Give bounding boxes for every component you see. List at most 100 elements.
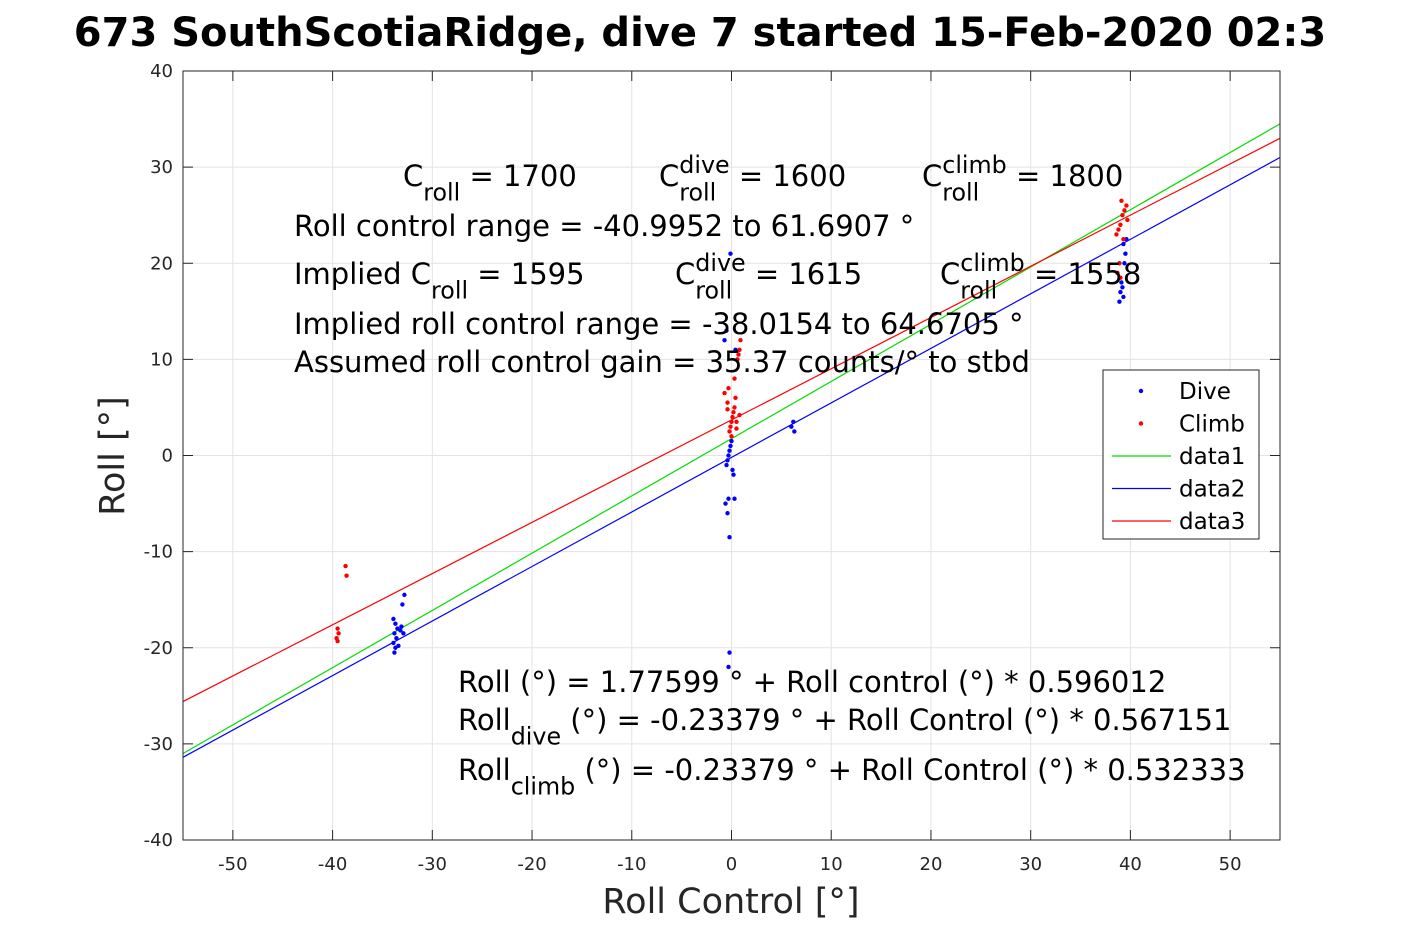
x-tick-label: -50 bbox=[218, 854, 247, 875]
dive-point bbox=[728, 443, 733, 449]
legend: Dive Climb data1 data2 data3 bbox=[1102, 369, 1260, 540]
climb-point bbox=[1119, 198, 1124, 203]
tick-labels: -50 -40 -30 -20 -10 0 10 20 30 40 50 -40 -30 -20 -10 0 1… bbox=[144, 61, 1280, 875]
x-tick-label: 50 bbox=[1219, 854, 1242, 875]
legend-marker bbox=[1138, 388, 1144, 394]
x-tick-label: -20 bbox=[517, 854, 546, 875]
dive-point bbox=[729, 438, 734, 444]
y-tick-label: 20 bbox=[150, 253, 173, 274]
climb-point bbox=[1125, 217, 1130, 223]
dive-point bbox=[396, 643, 401, 649]
dive-point bbox=[727, 448, 732, 453]
y-tick-label: 0 bbox=[162, 446, 173, 467]
y-tick-label: -40 bbox=[144, 830, 173, 851]
x-tick-label: 0 bbox=[726, 854, 737, 875]
y-tick-label: 40 bbox=[150, 61, 173, 82]
climb-point bbox=[722, 390, 727, 396]
climb-point bbox=[1118, 275, 1123, 280]
roll-control-range: Roll control range = -40.9952 to 61.6907… bbox=[294, 209, 914, 243]
legend-label: data3 bbox=[1179, 509, 1245, 535]
dive-point bbox=[727, 650, 732, 655]
roll-control-gain: Assumed roll control gain = 35.37 counts… bbox=[294, 345, 1030, 379]
dive-point bbox=[726, 496, 731, 501]
x-tick-label: 20 bbox=[920, 854, 943, 875]
y-tick-label: -10 bbox=[144, 542, 173, 563]
climb-point bbox=[1116, 227, 1121, 232]
dive-point bbox=[400, 602, 405, 607]
dive-point bbox=[733, 347, 738, 352]
climb-point bbox=[335, 638, 340, 644]
implied-roll-control-range: Implied roll control range = -38.0154 to… bbox=[294, 307, 1024, 341]
climb-point bbox=[1121, 237, 1126, 242]
data1-line bbox=[182, 123, 1281, 755]
dive-point bbox=[399, 624, 404, 629]
climb-point bbox=[737, 347, 742, 352]
climb-point bbox=[725, 407, 730, 412]
climb-point bbox=[727, 429, 732, 434]
dive-point bbox=[732, 496, 737, 501]
climb-point bbox=[733, 395, 738, 401]
climb-point bbox=[732, 405, 737, 410]
implied-c-roll-annotation: Cdive roll = 1615 bbox=[675, 249, 862, 305]
dive-point bbox=[728, 251, 733, 256]
climb-point bbox=[734, 426, 739, 431]
dive-point bbox=[791, 419, 796, 425]
fit-equation: Rolldive (°) = -0.23379 ° + Roll Control… bbox=[458, 703, 1231, 751]
climb-point bbox=[735, 357, 740, 362]
dive-point bbox=[722, 337, 727, 343]
x-tick-label: -30 bbox=[418, 854, 447, 875]
dive-point bbox=[726, 664, 731, 670]
dive-point bbox=[723, 501, 728, 506]
dive-point bbox=[393, 621, 398, 626]
dive-point bbox=[1119, 280, 1124, 285]
y-tick-label: 30 bbox=[150, 157, 173, 178]
dive-point bbox=[398, 628, 403, 633]
fit-equation: Roll (°) = 1.77599 ° + Roll control (°) … bbox=[458, 665, 1166, 699]
dive-point bbox=[1117, 299, 1122, 304]
dive-point bbox=[725, 510, 730, 516]
x-tick-label: 30 bbox=[1019, 854, 1042, 875]
dive-point bbox=[730, 467, 735, 473]
dive-point bbox=[392, 631, 397, 636]
legend-label: data2 bbox=[1179, 477, 1245, 503]
climb-point bbox=[736, 352, 741, 357]
climb-point bbox=[1122, 208, 1127, 213]
climb-point bbox=[729, 434, 734, 439]
climb-point bbox=[726, 386, 731, 391]
climb-point bbox=[1118, 222, 1123, 227]
dive-point bbox=[792, 429, 797, 434]
dive-point bbox=[1122, 261, 1127, 266]
climb-point bbox=[732, 376, 737, 381]
climb-point bbox=[1117, 261, 1122, 266]
dive-point bbox=[724, 328, 729, 333]
dive-point bbox=[391, 640, 396, 646]
dive-point bbox=[392, 650, 397, 655]
c-roll-annotation: Croll = 1700 bbox=[403, 159, 577, 207]
x-tick-label: 10 bbox=[820, 854, 843, 875]
dive-point bbox=[789, 424, 794, 429]
series-layer bbox=[182, 123, 1281, 758]
chart-title: 673 SouthScotiaRidge, dive 7 started 15-… bbox=[74, 10, 1326, 56]
dive-point bbox=[727, 535, 732, 540]
dive-point bbox=[1120, 285, 1125, 290]
climb-point bbox=[728, 424, 733, 429]
dive-point bbox=[1121, 294, 1126, 300]
climb-point bbox=[1120, 212, 1125, 218]
dive-point bbox=[391, 616, 396, 622]
dive-point bbox=[402, 592, 407, 598]
climb-point bbox=[1124, 203, 1129, 208]
dive-point bbox=[1123, 251, 1128, 256]
legend-label: Climb bbox=[1179, 412, 1245, 438]
climb-point bbox=[1114, 232, 1119, 237]
climb-point bbox=[730, 414, 735, 420]
dive-point bbox=[731, 472, 736, 477]
climb-point bbox=[336, 631, 341, 636]
climb-point bbox=[729, 419, 734, 425]
dive-point bbox=[401, 631, 406, 636]
c-roll-annotation: Cclimb roll = 1800 bbox=[922, 151, 1123, 207]
legend-label: data1 bbox=[1179, 444, 1245, 470]
data2-line bbox=[182, 156, 1281, 758]
legend-box bbox=[1102, 369, 1260, 540]
legend-label: Dive bbox=[1179, 379, 1231, 405]
